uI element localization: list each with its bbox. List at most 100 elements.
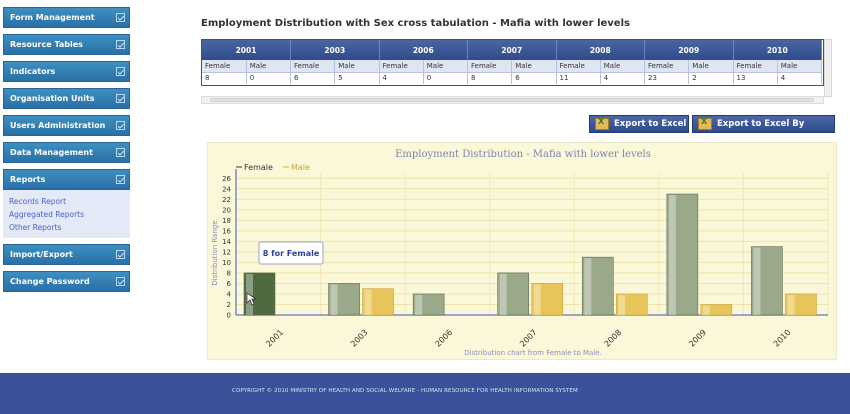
collapse-toggle-icon[interactable]	[116, 13, 125, 22]
sex-header-row: Female Male Female Male Female Male Female M…	[202, 60, 823, 73]
sex-header: Male	[600, 60, 646, 73]
table-cell: 4	[777, 72, 823, 84]
bar-male	[362, 288, 394, 316]
collapse-toggle-icon[interactable]	[116, 175, 125, 184]
bar-highlight	[415, 294, 423, 315]
table-cell: 4	[600, 72, 646, 84]
year-header: 2010	[733, 40, 822, 60]
menu-reports[interactable]: Reports	[3, 169, 130, 190]
collapse-toggle-icon[interactable]	[116, 67, 125, 76]
bar-male	[700, 304, 733, 316]
submenu-records-report[interactable]: Records Report	[9, 197, 67, 206]
y-tick-label: 8	[227, 269, 231, 277]
export-excel-button[interactable]: Export to Excel	[589, 115, 689, 133]
sex-header: Female	[202, 60, 247, 73]
x-tick-label: 2009	[687, 328, 708, 349]
menu-organisation-units[interactable]: Organisation Units	[3, 88, 130, 109]
menu-import-export[interactable]: Import/Export	[3, 244, 130, 265]
bar-highlight	[702, 305, 710, 315]
menu-label: Form Management	[10, 13, 95, 22]
x-tick-label: 2007	[518, 328, 539, 349]
table-cell: 0	[246, 72, 292, 84]
sex-header: Female	[290, 60, 336, 73]
y-tick-label: 6	[227, 280, 232, 288]
table-cell: 8	[467, 72, 513, 84]
cursor-icon	[246, 292, 258, 306]
menu-label: Organisation Units	[10, 94, 95, 103]
footer: COPYRIGHT © 2010 MINISTRY OF HEALTH AND …	[0, 373, 850, 414]
bar-male	[531, 283, 564, 316]
x-tick-label: 2001	[264, 328, 285, 349]
sex-header: Male	[777, 60, 823, 73]
x-tick-label: 2003	[349, 328, 370, 349]
sex-header: Female	[467, 60, 513, 73]
excel-icon	[595, 117, 609, 130]
bar-chart: Employment Distribution - Mafia with low…	[211, 149, 829, 357]
menu-resource-tables[interactable]: Resource Tables	[3, 34, 130, 55]
collapse-toggle-icon[interactable]	[116, 277, 125, 286]
collapse-toggle-icon[interactable]	[116, 121, 125, 130]
year-header: 2009	[644, 40, 734, 60]
bar-highlight	[787, 294, 795, 315]
year-header: 2003	[290, 40, 380, 60]
collapse-toggle-icon[interactable]	[116, 94, 125, 103]
menu-change-password[interactable]: Change Password	[3, 271, 130, 292]
x-tick-label: 2006	[433, 328, 454, 349]
sex-header: Male	[511, 60, 557, 73]
bar-female	[412, 293, 445, 316]
bar-highlight	[364, 289, 372, 315]
menu-indicators[interactable]: Indicators	[3, 61, 130, 82]
vertical-scrollbar[interactable]	[824, 39, 832, 97]
horizontal-scrollbar[interactable]	[201, 96, 824, 104]
menu-form-management[interactable]: Form Management	[3, 7, 130, 28]
collapse-toggle-icon[interactable]	[116, 148, 125, 157]
table-cell: 6	[511, 72, 557, 84]
year-header-row: 2001 2003 2006 2007 2008 2009 2010	[202, 40, 822, 60]
sex-header: Female	[379, 60, 424, 73]
sex-header: Female	[733, 60, 778, 73]
collapse-toggle-icon[interactable]	[116, 250, 125, 259]
y-tick-label: 22	[222, 196, 231, 204]
y-tick-label: 18	[222, 217, 231, 225]
collapse-toggle-icon[interactable]	[116, 40, 125, 49]
export-excel-label: Export to Excel	[614, 119, 687, 129]
copyright-text: COPYRIGHT © 2010 MINISTRY OF HEALTH AND …	[232, 388, 578, 394]
bar-female	[581, 256, 614, 316]
bar-male	[615, 293, 648, 316]
y-tick-label: 14	[222, 238, 231, 246]
sex-header: Male	[688, 60, 734, 73]
sex-header: Male	[334, 60, 380, 73]
x-axis-label: Distribution chart from Female to Male.	[464, 349, 602, 357]
bar-female	[243, 272, 276, 316]
table-cell: 4	[379, 72, 424, 84]
cross-tab-table: 2001 2003 2006 2007 2008 2009 2010 Femal…	[201, 39, 824, 86]
menu-data-management[interactable]: Data Management	[3, 142, 130, 163]
table-cell: 23	[644, 72, 690, 84]
year-header: 2001	[202, 40, 291, 60]
bar-highlight	[618, 294, 626, 315]
chart-panel: Employment Distribution - Mafia with low…	[207, 142, 837, 360]
submenu-other-reports[interactable]: Other Reports	[9, 223, 62, 232]
sex-header: Female	[644, 60, 690, 73]
table-cell: 6	[290, 72, 336, 84]
tooltip-box	[258, 241, 324, 265]
year-header: 2008	[556, 40, 645, 60]
menu-label: Import/Export	[10, 250, 73, 259]
bar-highlight	[499, 273, 507, 315]
menu-label: Users Administration	[10, 121, 106, 130]
menu-users-administration[interactable]: Users Administration	[3, 115, 130, 136]
submenu-aggregated-reports[interactable]: Aggregated Reports	[9, 210, 85, 219]
table-cell: 11	[556, 72, 601, 84]
export-excel-carde-button[interactable]: Export to Excel By Carde	[692, 115, 835, 145]
sex-header: Male	[246, 60, 292, 73]
scrollbar-thumb[interactable]	[210, 98, 814, 102]
menu-label: Reports	[10, 175, 46, 184]
reports-submenu: Records Report Aggregated Reports Other …	[3, 190, 130, 238]
tooltip-text: 8 for Female	[263, 249, 320, 258]
y-tick-label: 2	[227, 301, 231, 309]
bar-male	[785, 293, 817, 316]
legend-female-label: Female	[244, 163, 273, 172]
y-tick-label: 20	[222, 206, 231, 214]
y-tick-label: 0	[227, 312, 231, 320]
